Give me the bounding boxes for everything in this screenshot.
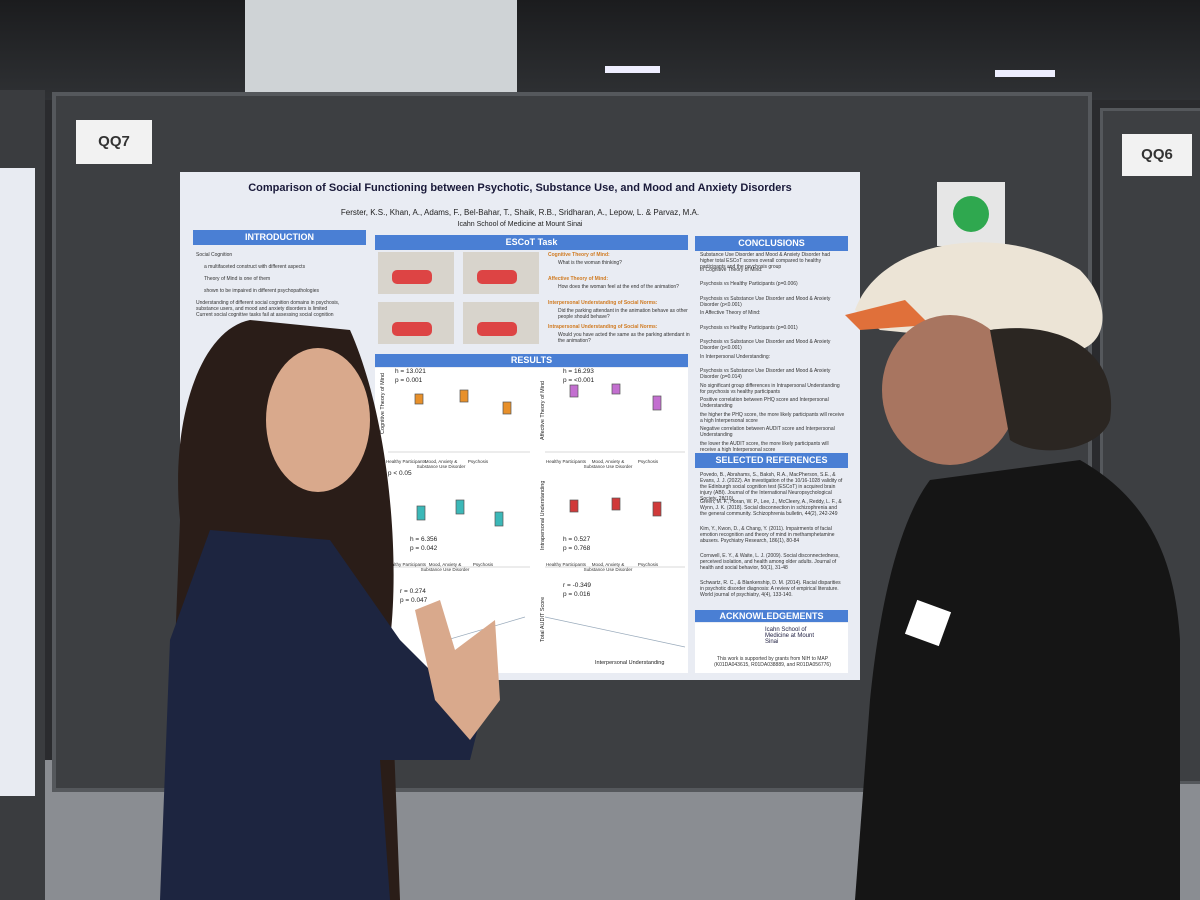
- intro-text: Theory of Mind is one of them: [204, 276, 271, 282]
- axis-label: Interpersonal Understanding: [595, 660, 665, 666]
- reference-text: Kim, Y., Kwon, D., & Chang, Y. (2011). I…: [700, 526, 835, 544]
- task-text: Interpersonal Understanding of Social No…: [548, 300, 658, 306]
- board-label: QQ6: [1122, 134, 1192, 176]
- intro-text: Social Cognition: [196, 252, 233, 258]
- stat-text: h = 6.356: [410, 536, 438, 543]
- group-label: Mood, Anxiety & Substance Use Disorder: [583, 459, 633, 469]
- poster-affiliation: Icahn School of Medicine at Mount Sinai: [457, 221, 583, 228]
- ceiling-light: [605, 66, 660, 73]
- task-text: Did the parking attendant in the animati…: [558, 308, 688, 320]
- conclusion-text: the lower the AUDIT score, the more like…: [700, 440, 829, 453]
- section-header: SELECTED REFERENCES: [695, 453, 848, 468]
- task-text: What is the woman thinking?: [558, 260, 622, 266]
- poster-authors: Ferster, K.S., Khan, A., Adams, F., Bel-…: [340, 208, 700, 217]
- woman-jacket: [160, 530, 480, 900]
- cap-brim: [845, 300, 930, 330]
- stat-text: p = 0.016: [563, 591, 591, 598]
- man-hair: [990, 328, 1112, 451]
- task-images: [378, 252, 539, 344]
- intro-text: shown to be impaired in different psycho…: [204, 288, 319, 294]
- conclusion-text: Psychosis vs Substance Use Disorder and …: [700, 368, 831, 380]
- group-label: Psychosis: [637, 562, 659, 567]
- camera-sign: [937, 182, 1005, 246]
- ceiling-light: [995, 70, 1055, 77]
- task-text: Cognitive Theory of Mind:: [548, 252, 610, 258]
- group-label: Mood, Anxiety & Substance Use Disorder: [416, 459, 466, 469]
- conclusion-text: No significant group differences in Intr…: [700, 382, 840, 395]
- man-face: [882, 315, 1018, 465]
- conclusion-text: Positive correlation between PHQ score a…: [700, 397, 829, 409]
- group-label: Mood, Anxiety & Substance Use Disorder: [583, 562, 633, 572]
- man-hoodie: [855, 460, 1180, 900]
- stat-text: p = 0.042: [410, 545, 438, 552]
- reference-text: Povedo, B., Abrahams, S., Baksh, R.A., M…: [700, 472, 843, 502]
- task-text: How does the woman feel at the end of th…: [558, 284, 679, 290]
- stat-text: r = 0.274: [400, 588, 426, 595]
- section-header: RESULTS: [375, 354, 688, 367]
- stat-text: p = 0.047: [400, 597, 428, 604]
- conclusion-text: the higher the PHQ score, the more likel…: [700, 411, 845, 424]
- woman-hands: [415, 600, 500, 740]
- section-header: INTRODUCTION: [193, 230, 366, 245]
- stat-text: h = 13.021: [395, 368, 426, 375]
- ack-institution: Icahn School of Medicine at Mount Sinai: [765, 627, 815, 645]
- intro-text: a multifaceted construct with different …: [204, 264, 306, 270]
- conclusion-text: Negative correlation between AUDIT score…: [700, 426, 835, 438]
- conclusion-text: Psychosis vs Healthy Participants (p=0.0…: [700, 324, 798, 331]
- conclusion-text: In Affective Theory of Mind:: [700, 310, 761, 316]
- woman-face: [266, 348, 370, 492]
- group-label: Psychosis: [637, 459, 659, 464]
- badge: [904, 599, 952, 647]
- reference-text: Cornwell, E. Y., & Waite, L. J. (2009). …: [700, 553, 840, 571]
- group-label: Healthy Participants: [385, 562, 427, 567]
- reference-text: Schwartz, R. C., & Blankenship, D. M. (2…: [700, 580, 841, 598]
- conclusion-text: In Interpersonal Understanding:: [700, 353, 771, 360]
- stat-text: h = 0.527: [563, 536, 591, 543]
- group-label: Healthy Participants: [545, 562, 587, 567]
- group-label: Mood, Anxiety & Substance Use Disorder: [420, 562, 470, 572]
- poster-graphics: [378, 252, 686, 648]
- section-header: ACKNOWLEDGEMENTS: [695, 610, 848, 622]
- ack-funding: This work is supported by grants from NI…: [714, 656, 831, 668]
- conclusion-text: Psychosis vs Healthy Participants (p=0.0…: [700, 281, 798, 287]
- section-header: CONCLUSIONS: [695, 236, 848, 251]
- task-text: Affective Theory of Mind:: [548, 276, 609, 282]
- group-label: Psychosis: [472, 562, 494, 567]
- intro-text: Current social cognitive tasks fail at a…: [196, 312, 334, 318]
- group-label: Healthy Participants: [545, 459, 587, 464]
- ceiling: [0, 0, 1200, 100]
- stat-text: r = -0.349: [563, 582, 592, 589]
- stat-text: p = 0.001: [395, 377, 423, 384]
- reference-text: Green, M. F., Horan, W. P., Lee, J., McC…: [700, 499, 842, 517]
- stat-text: h = 16.293: [563, 368, 594, 375]
- intro-text: Understanding of different social cognit…: [196, 300, 340, 312]
- conclusion-text: Psychosis vs Substance Use Disorder and …: [700, 339, 831, 351]
- poster-title: Comparison of Social Functioning between…: [248, 182, 792, 194]
- group-label: Psychosis: [467, 459, 489, 464]
- task-text: Would you have acted the same as the par…: [558, 332, 690, 344]
- conclusion-text: In Cognitive Theory of Mind:: [700, 266, 763, 273]
- neighbor-poster: [0, 168, 35, 796]
- significance-note: * = p < 0.05: [378, 470, 412, 477]
- ack-panel: [695, 623, 848, 673]
- section-header: ESCoT Task: [375, 235, 688, 250]
- stat-text: p = <0.001: [563, 377, 595, 384]
- box-plots: [388, 383, 686, 648]
- task-text: Intrapersonal Understanding of Social No…: [548, 324, 658, 330]
- group-label: Healthy Participants: [385, 459, 427, 464]
- conclusion-text: Substance Use Disorder and Mood & Anxiet…: [700, 252, 831, 270]
- pillar: [245, 0, 517, 98]
- stat-text: p = 0.768: [563, 545, 591, 552]
- board-label: QQ7: [76, 120, 152, 164]
- conclusion-text: Psychosis vs Substance Use Disorder and …: [700, 295, 831, 308]
